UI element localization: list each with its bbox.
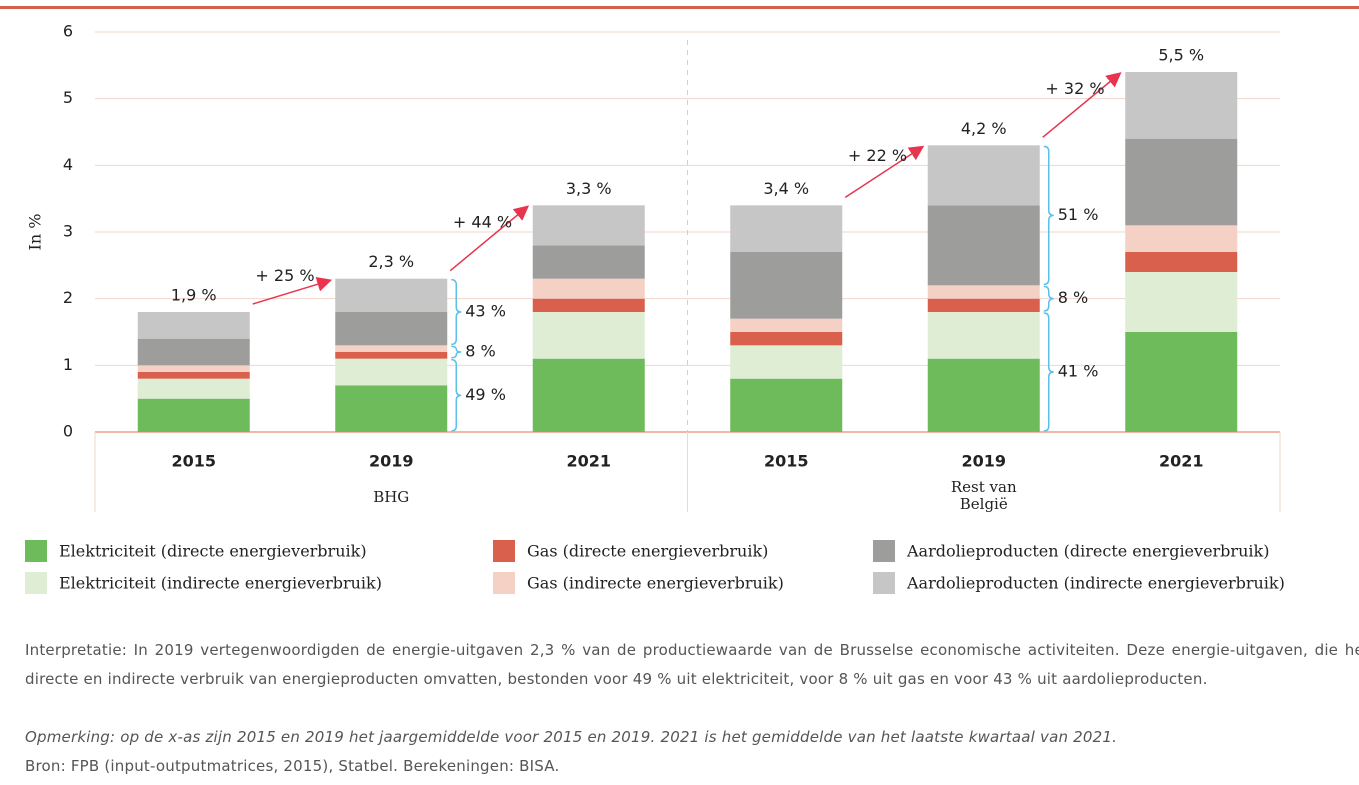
bar-segment xyxy=(335,385,448,432)
bar-segment xyxy=(730,252,843,319)
growth-arrow xyxy=(1042,72,1122,138)
share-label: 41 % xyxy=(1058,362,1099,381)
remark: Opmerking: op de x-as zijn 2015 en 2019 … xyxy=(25,728,1118,746)
growth-arrow xyxy=(844,145,925,198)
bar-segment xyxy=(1125,72,1238,139)
top-rule xyxy=(0,6,1359,9)
growth-arrow xyxy=(252,276,333,305)
bar-segment xyxy=(1125,225,1238,252)
bar-segment xyxy=(927,312,1040,359)
total-label: 5,5 % xyxy=(1158,46,1204,65)
bar-segment xyxy=(335,352,448,359)
share-brace xyxy=(451,345,462,359)
bar-segment xyxy=(730,318,843,332)
bar-segment xyxy=(532,312,645,359)
bar-segment xyxy=(1125,252,1238,272)
legend-label: Gas (directe energieverbruik) xyxy=(527,542,768,561)
share-brace xyxy=(451,358,462,432)
total-label: 3,4 % xyxy=(763,179,809,198)
legend-label: Aardolieproducten (indirecte energieverb… xyxy=(906,574,1285,593)
legend-label: Elektriciteit (directe energieverbruik) xyxy=(59,542,367,561)
bar-segment xyxy=(335,278,448,312)
legend-swatch xyxy=(873,540,895,562)
legend-swatch xyxy=(873,572,895,594)
bar-segment xyxy=(137,372,250,379)
y-tick-label: 6 xyxy=(63,22,73,41)
bar-segment xyxy=(730,332,843,346)
x-tick-label: 2015 xyxy=(764,452,809,471)
growth-arrow xyxy=(449,205,530,272)
bar-segment xyxy=(1125,138,1238,226)
share-label: 8 % xyxy=(465,342,495,361)
bar-segment xyxy=(1125,272,1238,332)
source: Bron: FPB (input-outputmatrices, 2015), … xyxy=(25,757,560,775)
share-label: 8 % xyxy=(1058,288,1088,307)
y-tick-label: 2 xyxy=(63,288,73,307)
share-label: 51 % xyxy=(1058,205,1099,224)
share-label: 49 % xyxy=(465,385,506,404)
legend-swatch xyxy=(25,572,47,594)
growth-label: + 22 % xyxy=(848,146,907,165)
total-label: 4,2 % xyxy=(961,119,1007,138)
group-label: BHG xyxy=(373,488,410,506)
y-tick-label: 3 xyxy=(63,222,73,241)
bar-segment xyxy=(532,278,645,299)
bar-segment xyxy=(137,338,250,366)
x-tick-label: 2021 xyxy=(566,452,611,471)
bar-segment xyxy=(137,398,250,432)
bar-segment xyxy=(730,345,843,379)
bar-segment xyxy=(927,205,1040,286)
y-tick-label: 4 xyxy=(63,155,73,174)
growth-label: + 25 % xyxy=(255,266,314,285)
growth-label: + 44 % xyxy=(453,213,512,232)
y-axis-label: In % xyxy=(26,214,45,251)
bar-segment xyxy=(532,245,645,279)
y-tick-label: 0 xyxy=(63,422,73,441)
y-tick-label: 1 xyxy=(63,355,73,374)
legend-label: Elektriciteit (indirecte energieverbruik… xyxy=(59,574,382,593)
bar-segment xyxy=(532,358,645,432)
legend-label: Aardolieproducten (directe energieverbru… xyxy=(906,542,1269,561)
legend-swatch xyxy=(493,540,515,562)
bar-segment xyxy=(532,205,645,246)
interpretation: Interpretatie: In 2019 vertegenwoordigde… xyxy=(25,641,1359,688)
share-label: 43 % xyxy=(465,302,506,321)
legend-label: Gas (indirecte energieverbruik) xyxy=(527,574,784,593)
bar-segment xyxy=(335,358,448,386)
x-tick-label: 2019 xyxy=(369,452,414,471)
bar-segment xyxy=(137,365,250,372)
bar-segment xyxy=(335,312,448,346)
group-label: Rest van België xyxy=(950,478,1017,513)
x-tick-label: 2019 xyxy=(961,452,1006,471)
legend-swatch xyxy=(493,572,515,594)
share-brace xyxy=(451,278,462,346)
bar-segment xyxy=(1125,332,1238,432)
x-tick-label: 2021 xyxy=(1159,452,1204,471)
bar-segment xyxy=(730,205,843,252)
bar-segment xyxy=(335,345,448,352)
bar-segment xyxy=(137,378,250,399)
legend-swatch xyxy=(25,540,47,562)
share-brace xyxy=(1043,145,1054,286)
bar-segment xyxy=(137,312,250,339)
bar-segment xyxy=(927,285,1040,299)
bar-segment xyxy=(532,298,645,312)
share-brace xyxy=(1043,285,1054,312)
share-brace xyxy=(1043,312,1054,432)
bar-segment xyxy=(927,145,1040,206)
bar-segment xyxy=(730,378,843,432)
x-tick-label: 2015 xyxy=(171,452,216,471)
total-label: 1,9 % xyxy=(171,286,217,305)
bar-segment xyxy=(927,298,1040,312)
bar-segment xyxy=(927,358,1040,432)
total-label: 2,3 % xyxy=(368,252,414,271)
total-label: 3,3 % xyxy=(566,179,612,198)
y-tick-label: 5 xyxy=(63,88,73,107)
growth-label: + 32 % xyxy=(1045,79,1104,98)
